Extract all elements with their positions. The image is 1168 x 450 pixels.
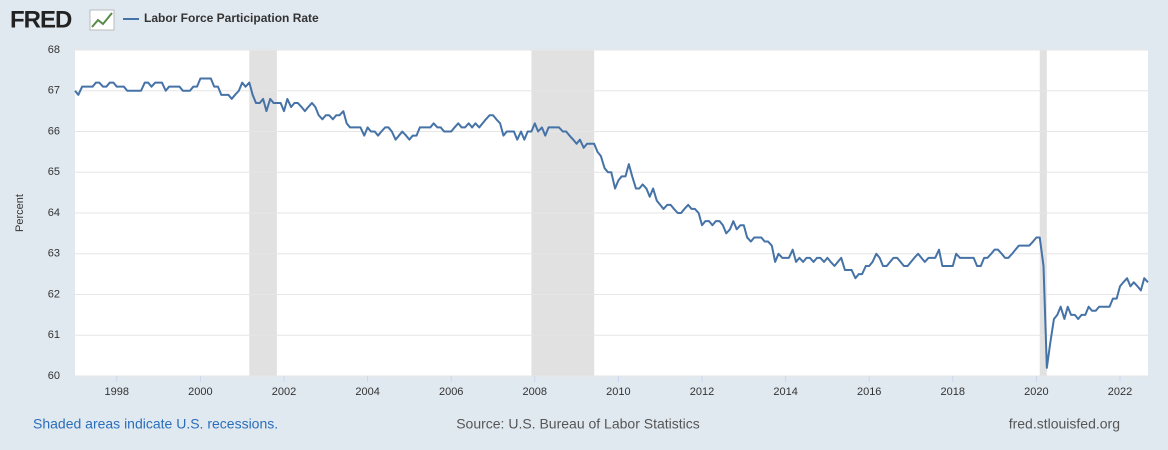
y-tick-label: 67 [48, 85, 60, 97]
y-tick-label: 64 [48, 207, 60, 219]
x-tick-label: 2002 [272, 386, 296, 398]
x-tick-label: 2006 [439, 386, 463, 398]
x-tick-label: 2020 [1024, 386, 1048, 398]
y-tick-label: 61 [48, 329, 60, 341]
y-tick-label: 68 [48, 44, 60, 56]
logo-icon [89, 9, 115, 31]
x-tick-label: 2018 [941, 386, 965, 398]
x-tick-label: 2022 [1108, 386, 1132, 398]
legend-label: Labor Force Participation Rate [144, 11, 319, 25]
x-tick-label: 2008 [523, 386, 547, 398]
y-tick-label: 63 [48, 248, 60, 260]
y-tick-label: 60 [48, 370, 60, 382]
footer-note: Shaded areas indicate U.S. recessions. [33, 416, 278, 432]
x-tick-label: 2010 [606, 386, 630, 398]
footer-source: Source: U.S. Bureau of Labor Statistics [456, 416, 700, 432]
x-tick-label: 2014 [773, 386, 797, 398]
x-tick-label: 2012 [690, 386, 714, 398]
y-axis-label: Percent [14, 194, 26, 232]
footer-site: fred.stlouisfed.org [1009, 416, 1120, 432]
logo: FRED [10, 6, 72, 33]
y-tick-label: 62 [48, 288, 60, 300]
data-line [74, 77, 1149, 369]
x-tick-label: 2000 [188, 386, 212, 398]
x-tick-label: 2004 [355, 386, 379, 398]
y-tick-label: 65 [48, 166, 60, 178]
x-tick-label: 2016 [857, 386, 881, 398]
y-tick-label: 66 [48, 125, 60, 137]
x-tick-label: 1998 [105, 386, 129, 398]
